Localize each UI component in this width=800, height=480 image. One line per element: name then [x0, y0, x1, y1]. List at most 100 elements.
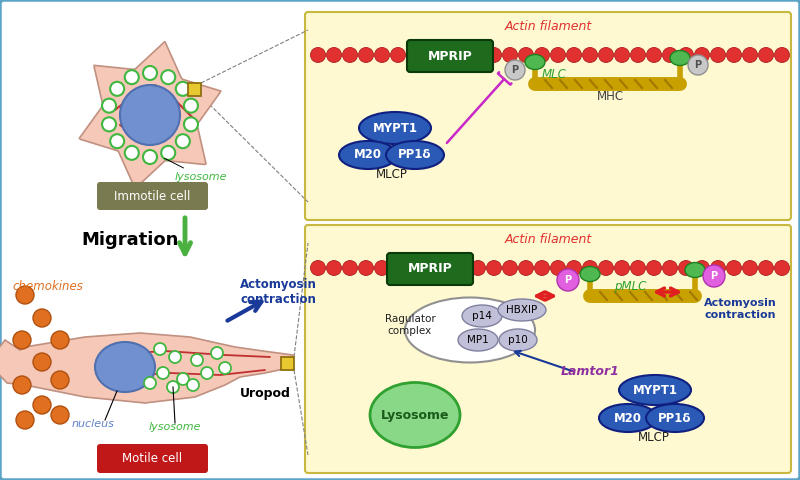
Text: lysosome: lysosome [149, 422, 202, 432]
Circle shape [326, 48, 342, 62]
Ellipse shape [462, 305, 502, 327]
Circle shape [310, 261, 326, 276]
Circle shape [454, 261, 470, 276]
Text: p10: p10 [508, 335, 528, 345]
Circle shape [454, 48, 470, 62]
Circle shape [211, 347, 223, 359]
Text: MLC: MLC [542, 68, 567, 81]
Text: MPRIP: MPRIP [408, 263, 452, 276]
Circle shape [13, 376, 31, 394]
Circle shape [502, 261, 518, 276]
Circle shape [678, 261, 694, 276]
Circle shape [102, 117, 116, 132]
Text: P: P [565, 275, 571, 285]
FancyBboxPatch shape [387, 253, 473, 285]
Circle shape [342, 261, 358, 276]
Circle shape [470, 261, 486, 276]
Circle shape [143, 66, 157, 80]
Circle shape [518, 48, 534, 62]
Circle shape [176, 82, 190, 96]
Circle shape [566, 48, 582, 62]
Circle shape [505, 60, 525, 80]
Circle shape [534, 261, 550, 276]
Circle shape [390, 261, 406, 276]
FancyBboxPatch shape [97, 444, 208, 473]
Circle shape [742, 261, 758, 276]
Ellipse shape [670, 50, 690, 65]
Circle shape [566, 261, 582, 276]
Circle shape [557, 269, 579, 291]
Circle shape [470, 48, 486, 62]
Text: MPRIP: MPRIP [428, 49, 472, 62]
Circle shape [125, 146, 138, 160]
Circle shape [157, 367, 169, 379]
Circle shape [33, 353, 51, 371]
Text: PP1δ: PP1δ [658, 411, 692, 424]
Circle shape [184, 117, 198, 132]
Circle shape [694, 261, 710, 276]
Text: Actomyosin
contraction: Actomyosin contraction [704, 299, 776, 320]
Circle shape [374, 48, 390, 62]
Circle shape [598, 261, 614, 276]
Circle shape [187, 379, 199, 391]
Text: nucleus: nucleus [71, 419, 114, 429]
Circle shape [758, 48, 774, 62]
Circle shape [176, 134, 190, 148]
Text: P: P [694, 60, 702, 70]
Circle shape [486, 261, 502, 276]
Circle shape [406, 261, 422, 276]
Circle shape [16, 411, 34, 429]
Circle shape [646, 48, 662, 62]
Polygon shape [0, 333, 293, 403]
Circle shape [710, 48, 726, 62]
Text: Actin filament: Actin filament [504, 233, 592, 246]
Circle shape [51, 406, 69, 424]
Text: Immotile cell: Immotile cell [114, 191, 190, 204]
Circle shape [550, 48, 566, 62]
Circle shape [550, 261, 566, 276]
Text: P: P [710, 271, 718, 281]
Circle shape [167, 381, 179, 393]
Text: Lysosome: Lysosome [381, 408, 450, 421]
Circle shape [662, 48, 678, 62]
Text: MYPT1: MYPT1 [373, 121, 418, 134]
Circle shape [51, 371, 69, 389]
Text: Actomyosin
contraction: Actomyosin contraction [239, 278, 317, 306]
Polygon shape [79, 41, 221, 188]
Circle shape [582, 48, 598, 62]
Circle shape [219, 362, 231, 374]
Circle shape [486, 48, 502, 62]
Circle shape [710, 261, 726, 276]
Circle shape [125, 70, 138, 84]
Circle shape [614, 261, 630, 276]
Circle shape [358, 261, 374, 276]
Circle shape [110, 134, 124, 148]
Text: pMLC: pMLC [614, 280, 646, 293]
Text: MLCP: MLCP [638, 431, 670, 444]
Text: Ragulator
complex: Ragulator complex [385, 314, 435, 336]
Ellipse shape [685, 263, 705, 277]
Circle shape [162, 146, 175, 160]
Circle shape [502, 48, 518, 62]
Circle shape [144, 377, 156, 389]
Circle shape [726, 48, 742, 62]
Circle shape [184, 99, 198, 113]
Circle shape [51, 331, 69, 349]
Text: Uropod: Uropod [239, 387, 290, 400]
Ellipse shape [498, 299, 546, 321]
Circle shape [390, 48, 406, 62]
Bar [188, 83, 201, 96]
Circle shape [614, 48, 630, 62]
Circle shape [169, 351, 181, 363]
Ellipse shape [458, 329, 498, 351]
Circle shape [774, 48, 790, 62]
Text: chemokines: chemokines [13, 280, 83, 293]
FancyBboxPatch shape [407, 40, 493, 72]
Text: MLCP: MLCP [376, 168, 408, 181]
Text: P: P [511, 65, 518, 75]
Circle shape [726, 261, 742, 276]
Ellipse shape [599, 404, 657, 432]
Circle shape [310, 48, 326, 62]
Circle shape [177, 373, 189, 385]
FancyBboxPatch shape [97, 182, 208, 210]
